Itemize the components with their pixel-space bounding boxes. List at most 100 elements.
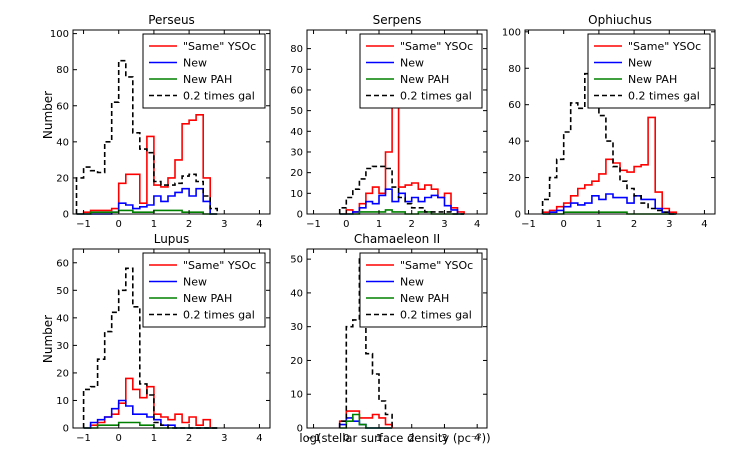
x-tick-label: 4 (701, 219, 707, 230)
series-gal (338, 165, 465, 215)
x-tick-label: 3 (221, 433, 227, 444)
x-tick-label: 1 (151, 219, 157, 230)
legend-label-new: New (400, 57, 424, 70)
y-tick-label: 40 (56, 137, 69, 148)
legend: "Same" YSOc New New PAH 0.2 times gal (587, 33, 711, 109)
legend-label-gal: 0.2 times gal (628, 90, 700, 103)
y-tick-label: 60 (56, 258, 69, 269)
y-tick-label: 80 (290, 44, 303, 55)
legend: "Same" YSOc New New PAH 0.2 times gal (359, 252, 483, 328)
legend: "Same" YSOc New New PAH 0.2 times gal (142, 33, 266, 109)
axes-frame (524, 29, 716, 215)
y-tick-label: 10 (290, 189, 303, 200)
legend-label-same: "Same" YSOc (400, 259, 473, 272)
legend-label-same: "Same" YSOc (183, 259, 256, 272)
y-tick-label: 0 (63, 424, 69, 435)
legend-label-gal: 0.2 times gal (183, 309, 255, 322)
y-tick-label: 20 (508, 173, 521, 184)
x-tick-label: 0 (343, 219, 349, 230)
x-tick-label: 4 (474, 433, 480, 444)
x-tick-label: 0 (343, 433, 349, 444)
legend-label-new: New (400, 276, 424, 289)
x-tick-label: 2 (409, 219, 415, 230)
series-pah (339, 413, 393, 429)
x-tick-label: 2 (186, 219, 192, 230)
legend-label-same: "Same" YSOc (400, 40, 473, 53)
y-tick-label: 100 (50, 29, 69, 40)
axes-frame (306, 29, 488, 215)
y-tick-label: 50 (290, 255, 303, 266)
y-tick-label: 20 (56, 368, 69, 379)
x-tick-label: 2 (631, 219, 637, 230)
y-tick-label: 50 (56, 286, 69, 297)
series-same (339, 103, 465, 215)
series-gal (541, 42, 677, 215)
legend-label-same: "Same" YSOc (183, 40, 256, 53)
y-tick-label: 0 (297, 424, 303, 435)
axes-frame (306, 248, 488, 429)
y-tick-label: 30 (56, 341, 69, 352)
series-new (339, 188, 465, 215)
series-new (83, 399, 218, 429)
legend-label-gal: 0.2 times gal (400, 90, 472, 103)
legend-label-pah: New PAH (183, 292, 232, 305)
x-tick-label: 3 (221, 219, 227, 230)
series-pah (76, 209, 218, 215)
axes-frame (72, 29, 271, 215)
y-tick-label: 40 (290, 288, 303, 299)
y-tick-label: 30 (290, 147, 303, 158)
y-tick-label: 0 (297, 210, 303, 221)
x-tick-label: −1 (306, 219, 321, 230)
x-tick-label: 1 (376, 433, 382, 444)
y-tick-label: 60 (290, 85, 303, 96)
y-tick-label: 10 (56, 396, 69, 407)
x-tick-label: 0 (116, 219, 122, 230)
x-tick-label: −1 (76, 433, 91, 444)
x-tick-label: 1 (596, 219, 602, 230)
series-gal (75, 59, 218, 214)
legend: "Same" YSOc New New PAH 0.2 times gal (142, 252, 266, 328)
x-tick-label: 3 (441, 433, 447, 444)
x-tick-label: 4 (256, 219, 262, 230)
x-tick-label: −1 (76, 219, 91, 230)
panel-title: Perseus (148, 13, 195, 27)
y-tick-label: 10 (290, 390, 303, 401)
y-tick-label: 50 (290, 106, 303, 117)
panel-title: Serpens (373, 13, 422, 27)
x-tick-label: 1 (151, 433, 157, 444)
x-tick-label: 3 (441, 219, 447, 230)
legend-label-gal: 0.2 times gal (400, 309, 472, 322)
y-axis-label-top: Number (41, 91, 55, 139)
axes-frame (72, 248, 271, 429)
x-tick-label: −1 (306, 433, 321, 444)
y-tick-label: 0 (515, 210, 521, 221)
y-tick-label: 20 (290, 356, 303, 367)
legend-label-pah: New PAH (183, 73, 232, 86)
y-tick-label: 20 (290, 168, 303, 179)
legend-label-same: "Same" YSOc (628, 40, 701, 53)
y-tick-label: 40 (290, 127, 303, 138)
y-tick-label: 0 (63, 210, 69, 221)
series-new (542, 193, 677, 215)
x-tick-label: 3 (666, 219, 672, 230)
legend-label-pah: New PAH (628, 73, 677, 86)
y-tick-label: 30 (290, 322, 303, 333)
series-same (541, 116, 678, 214)
x-tick-label: 0 (116, 433, 122, 444)
y-tick-label: 100 (502, 27, 521, 38)
x-tick-label: 4 (474, 219, 480, 230)
y-tick-label: 40 (508, 137, 521, 148)
series-same (83, 377, 218, 429)
x-tick-label: 0 (561, 219, 567, 230)
y-axis-label-bottom: Number (41, 315, 55, 363)
y-tick-label: 80 (508, 64, 521, 75)
legend-label-new: New (628, 57, 652, 70)
panel-title: Chamaeleon II (354, 232, 440, 246)
x-tick-label: 2 (409, 433, 415, 444)
x-axis-label: log(stellar surface density (pc⁻²)) (299, 431, 490, 445)
